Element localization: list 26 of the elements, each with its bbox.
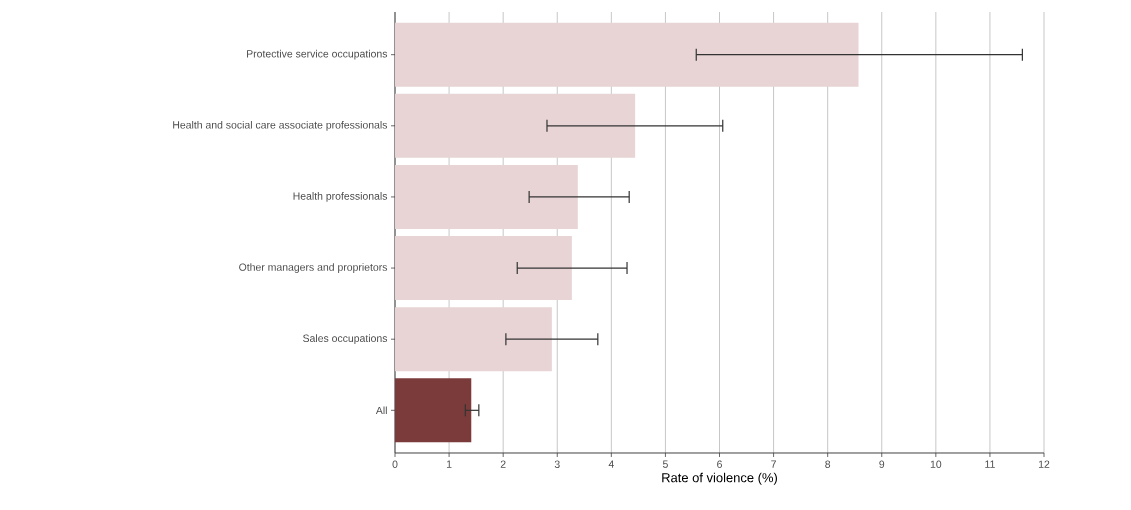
x-tick-label: 2 xyxy=(500,460,506,468)
x-tick-label: 12 xyxy=(1038,460,1050,468)
y-tick-label: Other managers and proprietors xyxy=(239,263,388,273)
x-tick-label: 7 xyxy=(771,460,776,468)
y-tick-label: Sales occupations xyxy=(303,334,388,345)
y-tick-label: All xyxy=(375,406,387,415)
x-tick-label: 6 xyxy=(717,460,722,468)
y-tick-label: Health professionals xyxy=(293,192,388,202)
x-tick-label: 4 xyxy=(608,460,614,468)
y-tick-label: Protective service occupations xyxy=(247,49,388,60)
x-tick-label: 9 xyxy=(879,460,885,468)
x-tick-label: 5 xyxy=(662,460,668,468)
y-tick-label: Health and social care associate professionals xyxy=(173,120,388,131)
x-tick-label: 0 xyxy=(392,460,398,468)
bar xyxy=(395,93,636,158)
bar xyxy=(395,22,859,87)
x-tick-label: 10 xyxy=(930,460,942,468)
x-tick-label: 8 xyxy=(825,460,831,468)
x-axis-title: Rate of violence (%) xyxy=(662,472,777,485)
bar xyxy=(395,164,578,229)
x-tick-label: 11 xyxy=(985,460,995,468)
bar xyxy=(395,307,552,372)
bar xyxy=(395,236,572,301)
bar xyxy=(395,378,472,443)
x-tick-label: 3 xyxy=(554,460,560,468)
x-tick-label: 1 xyxy=(446,460,452,468)
